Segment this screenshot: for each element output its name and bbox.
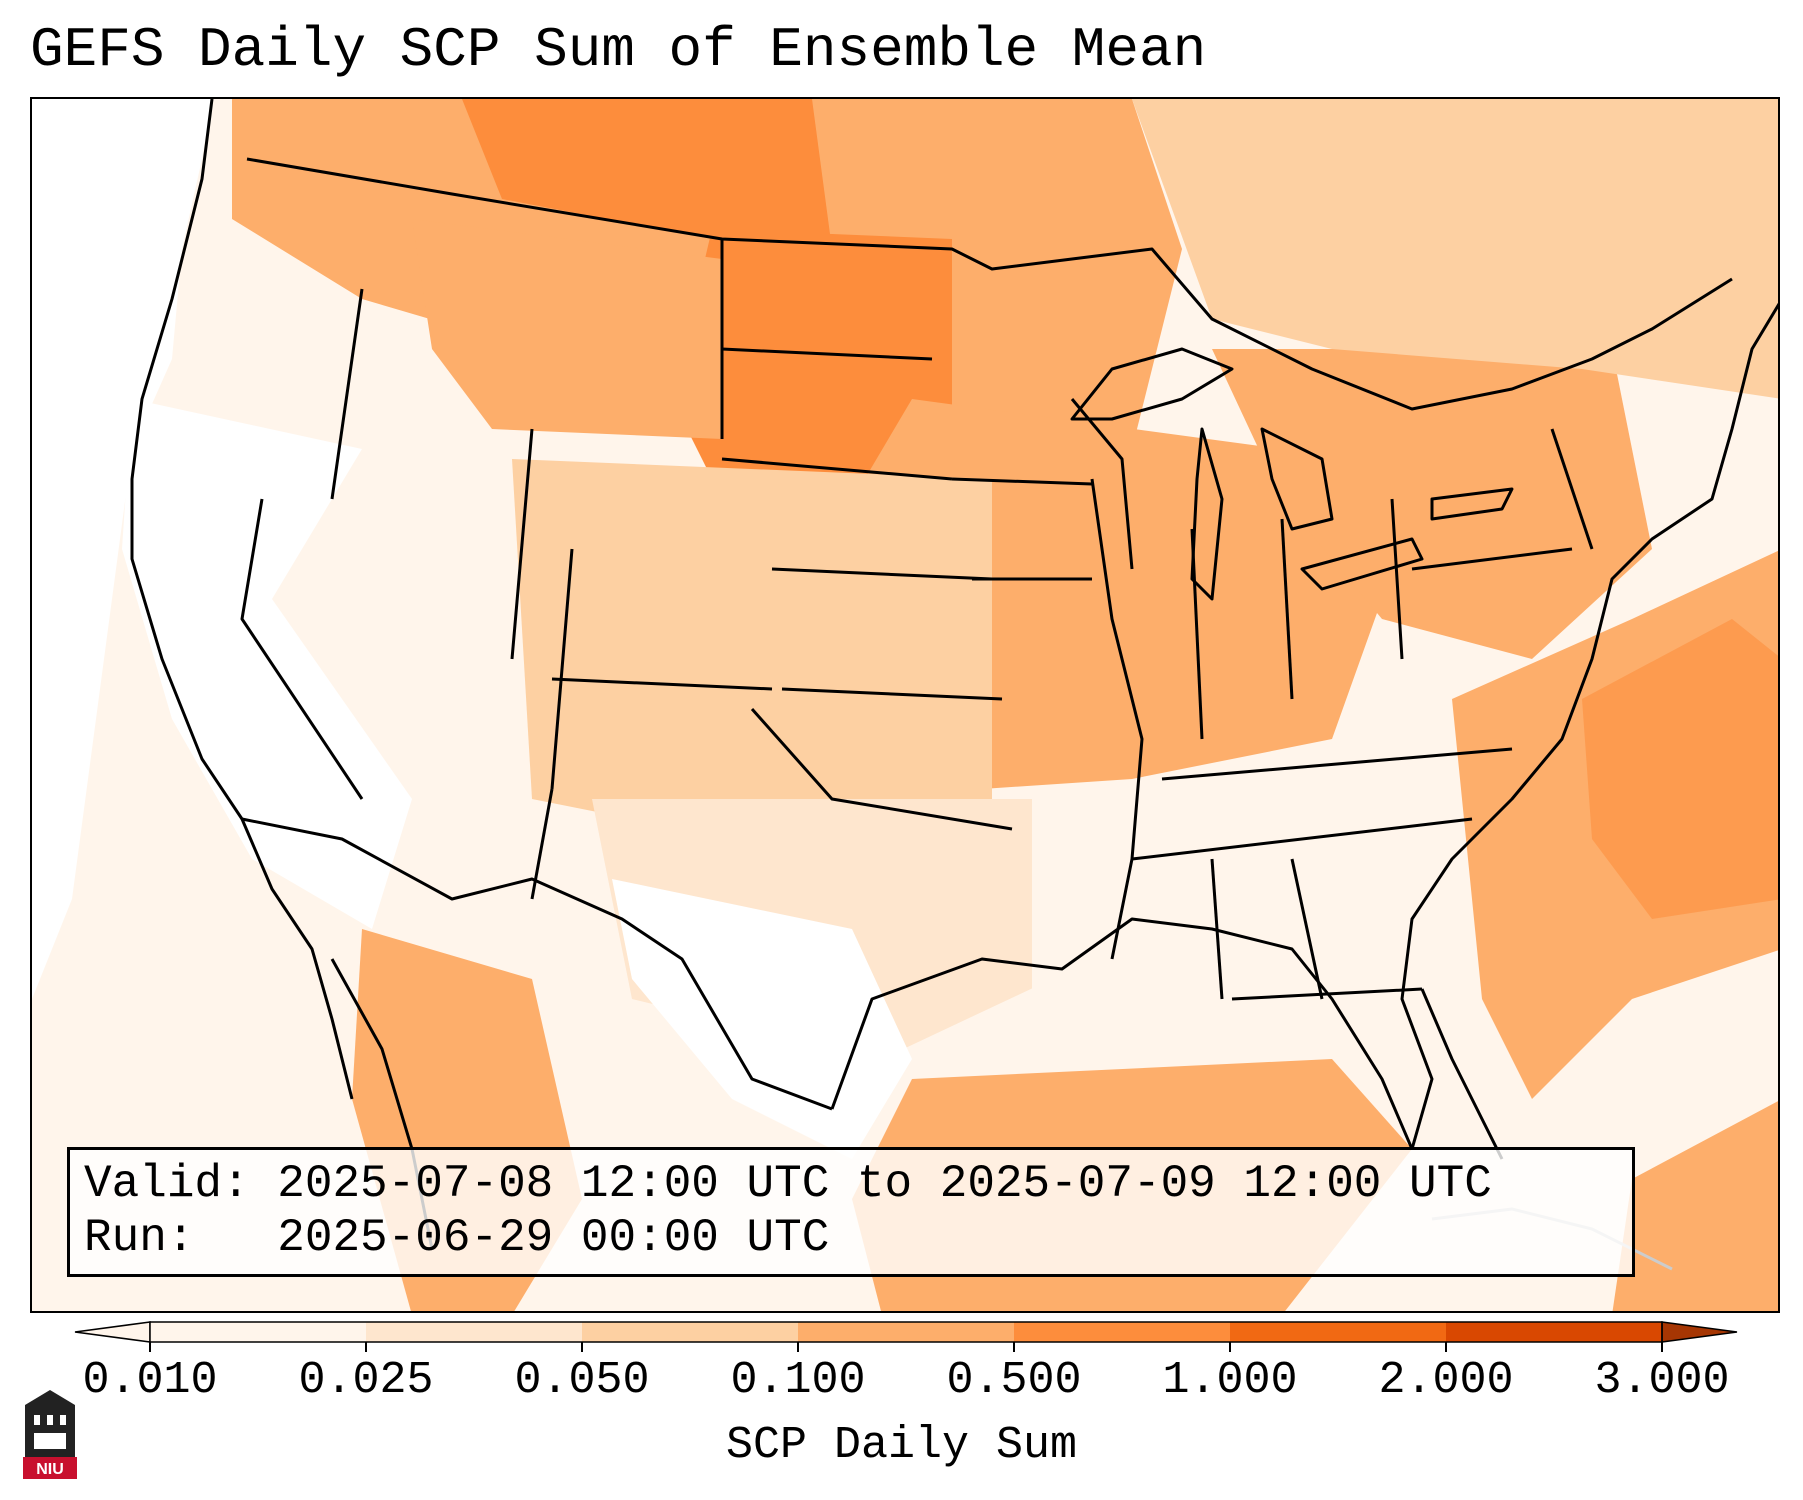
colorbar-extend-max — [1661, 1321, 1738, 1343]
line-ny-ne — [1550, 428, 1594, 550]
shade-dakotas — [672, 229, 952, 499]
line-tn-south — [1131, 817, 1473, 861]
shade-california — [122, 399, 412, 929]
line-ks-ok — [781, 687, 1003, 701]
lake-michigan — [1190, 427, 1224, 601]
niu-logo: NIU — [23, 1390, 77, 1479]
line-fl — [1231, 987, 1423, 1001]
shade-pacific — [32, 99, 212, 999]
shade-quebec — [1132, 99, 1778, 399]
border-canada-us — [246, 157, 1733, 411]
line-al-ga — [1290, 858, 1324, 1000]
line-in-oh — [1280, 518, 1294, 700]
coast-gulf — [830, 917, 1414, 1150]
logo-text: NIU — [36, 1461, 64, 1478]
colorbar-tick-label: 2.000 — [1378, 1355, 1514, 1406]
valid-run-box: Valid: 2025-07-08 12:00 UTC to 2025-07-0… — [67, 1147, 1635, 1277]
colorbar-tick-label: 0.025 — [298, 1355, 434, 1406]
colorbar-tick-label: 0.050 — [514, 1355, 650, 1406]
line-ms-al — [1210, 858, 1224, 1000]
lake-ontario — [1430, 487, 1514, 521]
colorbar-segment — [366, 1322, 582, 1342]
colorbar-label: SCP Daily Sum — [725, 1420, 1078, 1471]
line-mn-ia — [951, 477, 1093, 486]
run-line: Run: 2025-06-29 00:00 UTC — [84, 1212, 830, 1264]
line-dakotas — [721, 347, 933, 361]
colorbar-tick-label: 1.000 — [1162, 1355, 1298, 1406]
shade-texas — [612, 879, 912, 1159]
coast-atlantic — [1400, 302, 1778, 1150]
map-panel — [30, 97, 1780, 1313]
colorbar-outline — [149, 1321, 1663, 1343]
coast-pacific — [130, 99, 354, 1100]
colorbar-tick-label: 0.010 — [82, 1355, 218, 1406]
colorbar-segment — [1014, 1322, 1230, 1342]
border-us-mexico — [241, 817, 833, 1111]
line-az-nm — [530, 788, 554, 900]
lake-huron — [1260, 427, 1334, 531]
valid-line: Valid: 2025-07-08 12:00 UTC to 2025-07-0… — [84, 1158, 1492, 1210]
line-ok-tx — [750, 708, 1013, 831]
colorbar-segment — [1446, 1322, 1662, 1342]
line-nv-ca — [240, 498, 364, 800]
colorbar-segment — [582, 1322, 798, 1342]
line-oh-pa — [1390, 498, 1404, 660]
colorbar-extend-min — [74, 1321, 151, 1343]
shade-canada-band — [462, 99, 832, 249]
colorbar-tick-label: 0.100 — [730, 1355, 866, 1406]
lake-erie — [1300, 537, 1424, 591]
line-ky-tn — [1161, 747, 1513, 781]
shade-atlantic-core — [1582, 619, 1778, 919]
scp-shading — [32, 99, 1778, 1311]
colorbar-tick-label: 3.000 — [1594, 1355, 1730, 1406]
line-ut-co — [550, 548, 574, 790]
colorbar-segments — [74, 1321, 1738, 1343]
colorbar-ticks — [149, 1342, 1663, 1352]
shade-central — [512, 459, 992, 839]
colorbar-tick-label: 0.500 — [946, 1355, 1082, 1406]
line-mississippi — [1090, 478, 1144, 960]
line-ne-ks — [771, 567, 993, 581]
colorbar — [74, 1321, 1738, 1352]
line-west-rockies — [510, 428, 534, 660]
colorbar-segment — [1230, 1322, 1446, 1342]
line-or-id — [330, 288, 364, 500]
shade-southeast — [1032, 799, 1482, 1049]
shade-montana — [412, 219, 722, 439]
line-pa-ny — [1411, 547, 1573, 571]
map-svg — [32, 99, 1778, 1311]
boundaries — [130, 99, 1778, 1271]
colorbar-segment — [150, 1322, 366, 1342]
lake-superior — [1070, 347, 1234, 421]
line-sd-ne — [721, 457, 953, 481]
colorbar-segment — [798, 1322, 1014, 1342]
line-co-nm — [551, 677, 773, 691]
coast-florida — [1420, 988, 1504, 1160]
map-title: GEFS Daily SCP Sum of Ensemble Mean — [30, 18, 1207, 82]
